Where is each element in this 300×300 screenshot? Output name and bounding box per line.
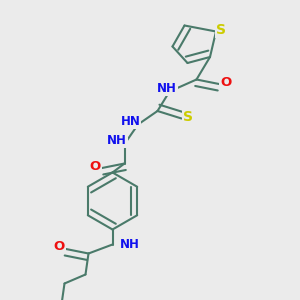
- Text: HN: HN: [121, 115, 140, 128]
- Text: NH: NH: [107, 134, 127, 148]
- Text: S: S: [216, 23, 226, 37]
- Text: O: O: [220, 76, 231, 89]
- Text: O: O: [54, 240, 65, 253]
- Text: NH: NH: [120, 238, 140, 251]
- Text: NH: NH: [157, 82, 177, 95]
- Text: S: S: [183, 110, 193, 124]
- Text: O: O: [90, 160, 101, 173]
